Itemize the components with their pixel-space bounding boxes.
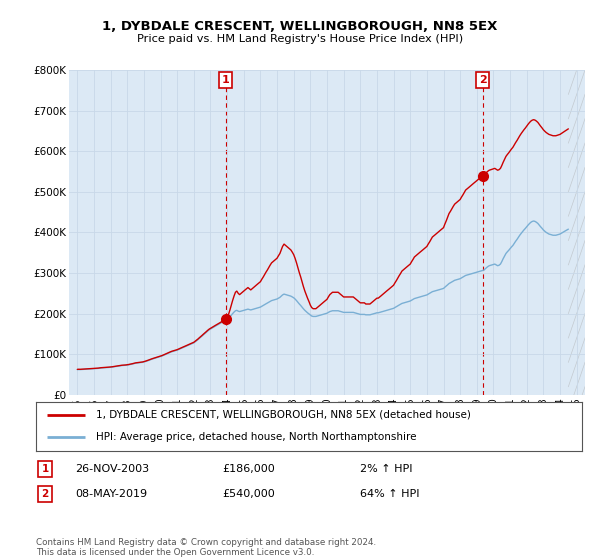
Text: 2: 2 — [41, 489, 49, 499]
Text: 1: 1 — [222, 75, 230, 85]
Text: £186,000: £186,000 — [222, 464, 275, 474]
Text: 1, DYBDALE CRESCENT, WELLINGBOROUGH, NN8 5EX (detached house): 1, DYBDALE CRESCENT, WELLINGBOROUGH, NN8… — [96, 410, 471, 420]
Text: Contains HM Land Registry data © Crown copyright and database right 2024.
This d: Contains HM Land Registry data © Crown c… — [36, 538, 376, 557]
Text: 26-NOV-2003: 26-NOV-2003 — [75, 464, 149, 474]
Text: Price paid vs. HM Land Registry's House Price Index (HPI): Price paid vs. HM Land Registry's House … — [137, 34, 463, 44]
Text: HPI: Average price, detached house, North Northamptonshire: HPI: Average price, detached house, Nort… — [96, 432, 416, 442]
Text: 08-MAY-2019: 08-MAY-2019 — [75, 489, 147, 499]
Text: 2% ↑ HPI: 2% ↑ HPI — [360, 464, 413, 474]
Bar — [568, 70, 585, 395]
Text: 1, DYBDALE CRESCENT, WELLINGBOROUGH, NN8 5EX: 1, DYBDALE CRESCENT, WELLINGBOROUGH, NN8… — [103, 20, 497, 32]
Text: 64% ↑ HPI: 64% ↑ HPI — [360, 489, 419, 499]
Text: £540,000: £540,000 — [222, 489, 275, 499]
Text: 1: 1 — [41, 464, 49, 474]
Text: 2: 2 — [479, 75, 487, 85]
